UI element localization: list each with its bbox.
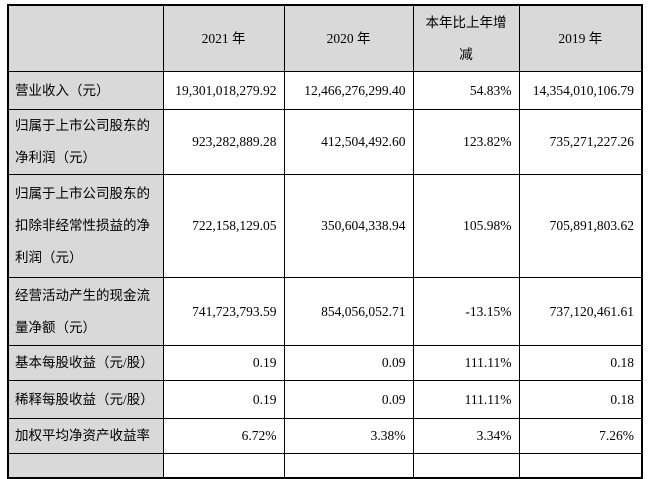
- row-value: 3.38%: [283, 418, 414, 454]
- row-value: 111.11%: [412, 380, 520, 419]
- row-label: 加权平均净资产收益率: [7, 418, 164, 454]
- document-page: { "table": { "columns": ["", "2021 年", "…: [7, 4, 643, 479]
- row-value: 737,120,461.61: [518, 277, 643, 346]
- row-value: 735,271,227.26: [518, 109, 643, 175]
- table-row: 稀释每股收益（元/股） 0.19 0.09 111.11% 0.18: [7, 380, 643, 419]
- row-value: 6.72%: [162, 418, 285, 454]
- header-cell-2020: 2020 年: [283, 4, 414, 72]
- clipped-next-row: [7, 453, 643, 478]
- row-value: 350,604,338.94: [283, 174, 414, 278]
- row-value: 0.18: [518, 345, 643, 381]
- table-row: 营业收入（元） 19,301,018,279.92 12,466,276,299.4…: [7, 71, 643, 110]
- table-row: 归属于上市公司股东的扣除非经常性损益的净利润（元） 722,158,129.05 3…: [7, 174, 643, 278]
- row-value: [412, 453, 520, 478]
- table-row: 经营活动产生的现金流量净额（元） 741,723,793.59 854,056,05…: [7, 277, 643, 346]
- row-label: 归属于上市公司股东的净利润（元）: [7, 109, 164, 175]
- table-row: 基本每股收益（元/股） 0.19 0.09 111.11% 0.18: [7, 345, 643, 381]
- row-value: 14,354,010,106.79: [518, 71, 643, 110]
- row-label: 稀释每股收益（元/股）: [7, 380, 164, 419]
- row-label: 营业收入（元）: [7, 71, 164, 110]
- table-body: 营业收入（元） 19,301,018,279.92 12,466,276,299.4…: [7, 71, 643, 454]
- row-value: [518, 453, 643, 478]
- row-value: 105.98%: [412, 174, 520, 278]
- header-cell-yoy-change: 本年比上年增减: [412, 4, 520, 72]
- row-label: [7, 453, 164, 478]
- row-value: 0.09: [283, 380, 414, 419]
- row-label: 经营活动产生的现金流量净额（元）: [7, 277, 164, 346]
- header-cell-2019: 2019 年: [518, 4, 643, 72]
- row-value: 12,466,276,299.40: [283, 71, 414, 110]
- row-value: 19,301,018,279.92: [162, 71, 285, 110]
- row-value: -13.15%: [412, 277, 520, 346]
- table-row: 加权平均净资产收益率 6.72% 3.38% 3.34% 7.26%: [7, 418, 643, 454]
- row-value: 123.82%: [412, 109, 520, 175]
- row-value: 923,282,889.28: [162, 109, 285, 175]
- row-value: 722,158,129.05: [162, 174, 285, 278]
- header-cell-2021: 2021 年: [162, 4, 285, 72]
- row-value: 854,056,052.71: [283, 277, 414, 346]
- table-row-clipped: [7, 453, 643, 478]
- row-value: 111.11%: [412, 345, 520, 381]
- table-header: 2021 年 2020 年 本年比上年增减 2019 年: [7, 4, 643, 72]
- row-label: 基本每股收益（元/股）: [7, 345, 164, 381]
- row-value: 54.83%: [412, 71, 520, 110]
- row-value: 3.34%: [412, 418, 520, 454]
- row-value: 412,504,492.60: [283, 109, 414, 175]
- row-label: 归属于上市公司股东的扣除非经常性损益的净利润（元）: [7, 174, 164, 278]
- row-value: 0.19: [162, 380, 285, 419]
- row-value: 0.19: [162, 345, 285, 381]
- row-value: 0.09: [283, 345, 414, 381]
- row-value: 0.18: [518, 380, 643, 419]
- row-value: [283, 453, 414, 478]
- row-value: [162, 453, 285, 478]
- financial-summary-table: 2021 年 2020 年 本年比上年增减 2019 年 营业收入（元） 19,3…: [7, 4, 643, 479]
- row-value: 741,723,793.59: [162, 277, 285, 346]
- header-cell-blank: [7, 4, 164, 72]
- table-row: 归属于上市公司股东的净利润（元） 923,282,889.28 412,504,49…: [7, 109, 643, 175]
- row-value: 705,891,803.62: [518, 174, 643, 278]
- row-value: 7.26%: [518, 418, 643, 454]
- header-row: 2021 年 2020 年 本年比上年增减 2019 年: [7, 4, 643, 72]
